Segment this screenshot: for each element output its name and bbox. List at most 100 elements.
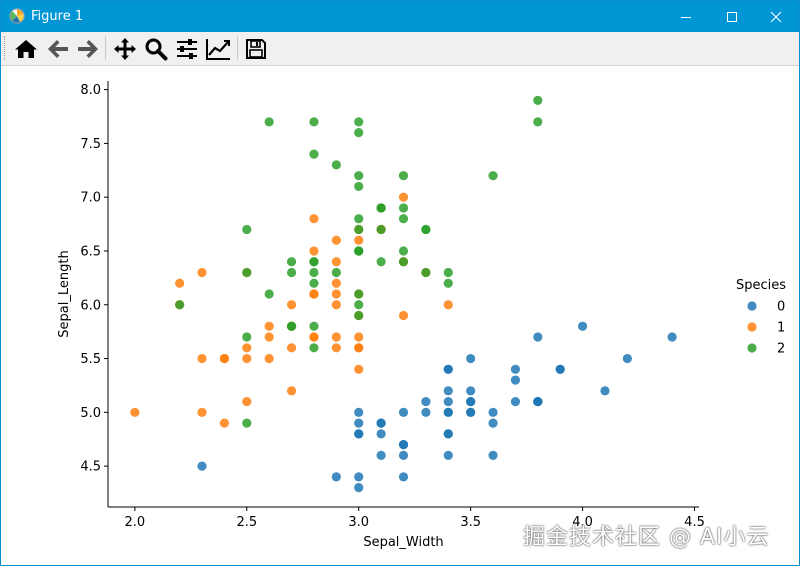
- data-point: [197, 461, 207, 471]
- data-point: [488, 171, 498, 181]
- data-point: [331, 289, 341, 299]
- data-point: [242, 343, 252, 353]
- data-point: [354, 407, 364, 417]
- data-point: [264, 321, 274, 331]
- data-point: [354, 214, 364, 224]
- zoom-button[interactable]: [142, 35, 170, 63]
- y-tick-label: 7.0: [80, 191, 101, 206]
- data-point: [398, 257, 409, 267]
- home-button[interactable]: [12, 35, 40, 63]
- data-point: [309, 321, 319, 331]
- data-point: [398, 407, 409, 417]
- series-1: [130, 192, 453, 428]
- save-button[interactable]: [242, 35, 270, 63]
- data-point: [533, 95, 543, 105]
- data-point: [242, 353, 252, 364]
- legend-title: Species: [736, 278, 786, 293]
- back-button[interactable]: [44, 35, 72, 63]
- floppy-disk-icon: [246, 39, 266, 59]
- data-point: [242, 396, 252, 407]
- data-point: [309, 332, 319, 342]
- pan-button[interactable]: [111, 35, 139, 63]
- series-2: [175, 95, 543, 428]
- data-point: [286, 386, 297, 396]
- data-point: [175, 278, 185, 288]
- data-point: [443, 386, 453, 396]
- maximize-icon: [727, 11, 737, 22]
- data-point: [443, 450, 453, 460]
- data-point: [376, 450, 386, 460]
- data-point: [309, 149, 319, 159]
- data-point: [331, 472, 341, 482]
- close-icon: [770, 11, 782, 22]
- data-point: [354, 224, 364, 235]
- data-point: [398, 472, 409, 482]
- close-button[interactable]: [753, 1, 799, 32]
- data-point: [331, 160, 341, 170]
- data-point: [354, 429, 364, 439]
- scatter-chart[interactable]: 2.0 2.5 3.0 3.5 4.0 4.5 4.5 5.0 5.5 6.0 6.5 7.0 7.5 8…: [1, 66, 799, 565]
- data-point: [421, 267, 431, 278]
- data-point: [309, 278, 319, 288]
- forward-button[interactable]: [74, 35, 102, 63]
- data-point: [398, 246, 409, 256]
- data-point: [398, 450, 409, 460]
- plot-canvas[interactable]: 2.0 2.5 3.0 3.5 4.0 4.5 4.5 5.0 5.5 6.0 6.5 7.0 7.5 8…: [1, 66, 799, 565]
- y-tick-label: 5.5: [80, 352, 101, 367]
- data-point: [398, 192, 409, 202]
- data-point: [398, 310, 409, 321]
- data-point: [466, 353, 476, 364]
- data-point: [309, 257, 319, 267]
- data-point: [667, 332, 677, 342]
- data-point: [510, 396, 521, 407]
- data-point: [488, 450, 498, 460]
- minimize-icon: [681, 16, 691, 18]
- data-point: [443, 429, 453, 439]
- data-point: [577, 321, 588, 331]
- legend-marker: [747, 343, 757, 353]
- data-point: [398, 171, 409, 181]
- data-point: [219, 353, 230, 364]
- data-point: [421, 407, 431, 417]
- data-point: [376, 257, 386, 267]
- customize-button[interactable]: [204, 35, 232, 63]
- toolbar-separator: [237, 36, 238, 60]
- move-icon: [114, 38, 136, 60]
- data-point: [443, 396, 453, 407]
- data-point: [309, 289, 319, 299]
- data-point: [264, 353, 274, 364]
- data-point: [130, 407, 140, 417]
- maximize-button[interactable]: [709, 1, 755, 32]
- data-point: [376, 203, 386, 213]
- data-point: [354, 300, 364, 310]
- y-tick-label: 6.0: [80, 298, 101, 313]
- data-point: [242, 418, 252, 428]
- data-point: [286, 267, 297, 278]
- subplots-button[interactable]: [173, 35, 201, 63]
- data-point: [354, 332, 364, 342]
- y-axis-label: Sepal_Length: [57, 250, 72, 337]
- y-tick-label: 8.0: [80, 83, 101, 98]
- title-bar[interactable]: Figure 1: [1, 1, 799, 32]
- data-point: [466, 407, 476, 417]
- toolbar-grip[interactable]: [4, 36, 7, 60]
- data-point: [354, 364, 364, 374]
- data-point: [331, 300, 341, 310]
- data-point: [331, 343, 341, 353]
- navigation-toolbar: [1, 32, 799, 66]
- series-0: [197, 321, 677, 493]
- arrow-left-icon: [48, 40, 68, 58]
- data-point: [354, 310, 364, 321]
- legend-entry-label: 0: [777, 300, 785, 315]
- legend-marker: [747, 322, 757, 332]
- data-point: [398, 203, 409, 213]
- data-point: [354, 289, 364, 299]
- data-point: [443, 278, 453, 288]
- data-point: [376, 418, 386, 428]
- data-point: [264, 117, 274, 127]
- minimize-button[interactable]: [663, 1, 709, 32]
- y-tick-label: 5.0: [80, 406, 101, 421]
- data-point: [286, 321, 297, 331]
- data-point: [466, 386, 476, 396]
